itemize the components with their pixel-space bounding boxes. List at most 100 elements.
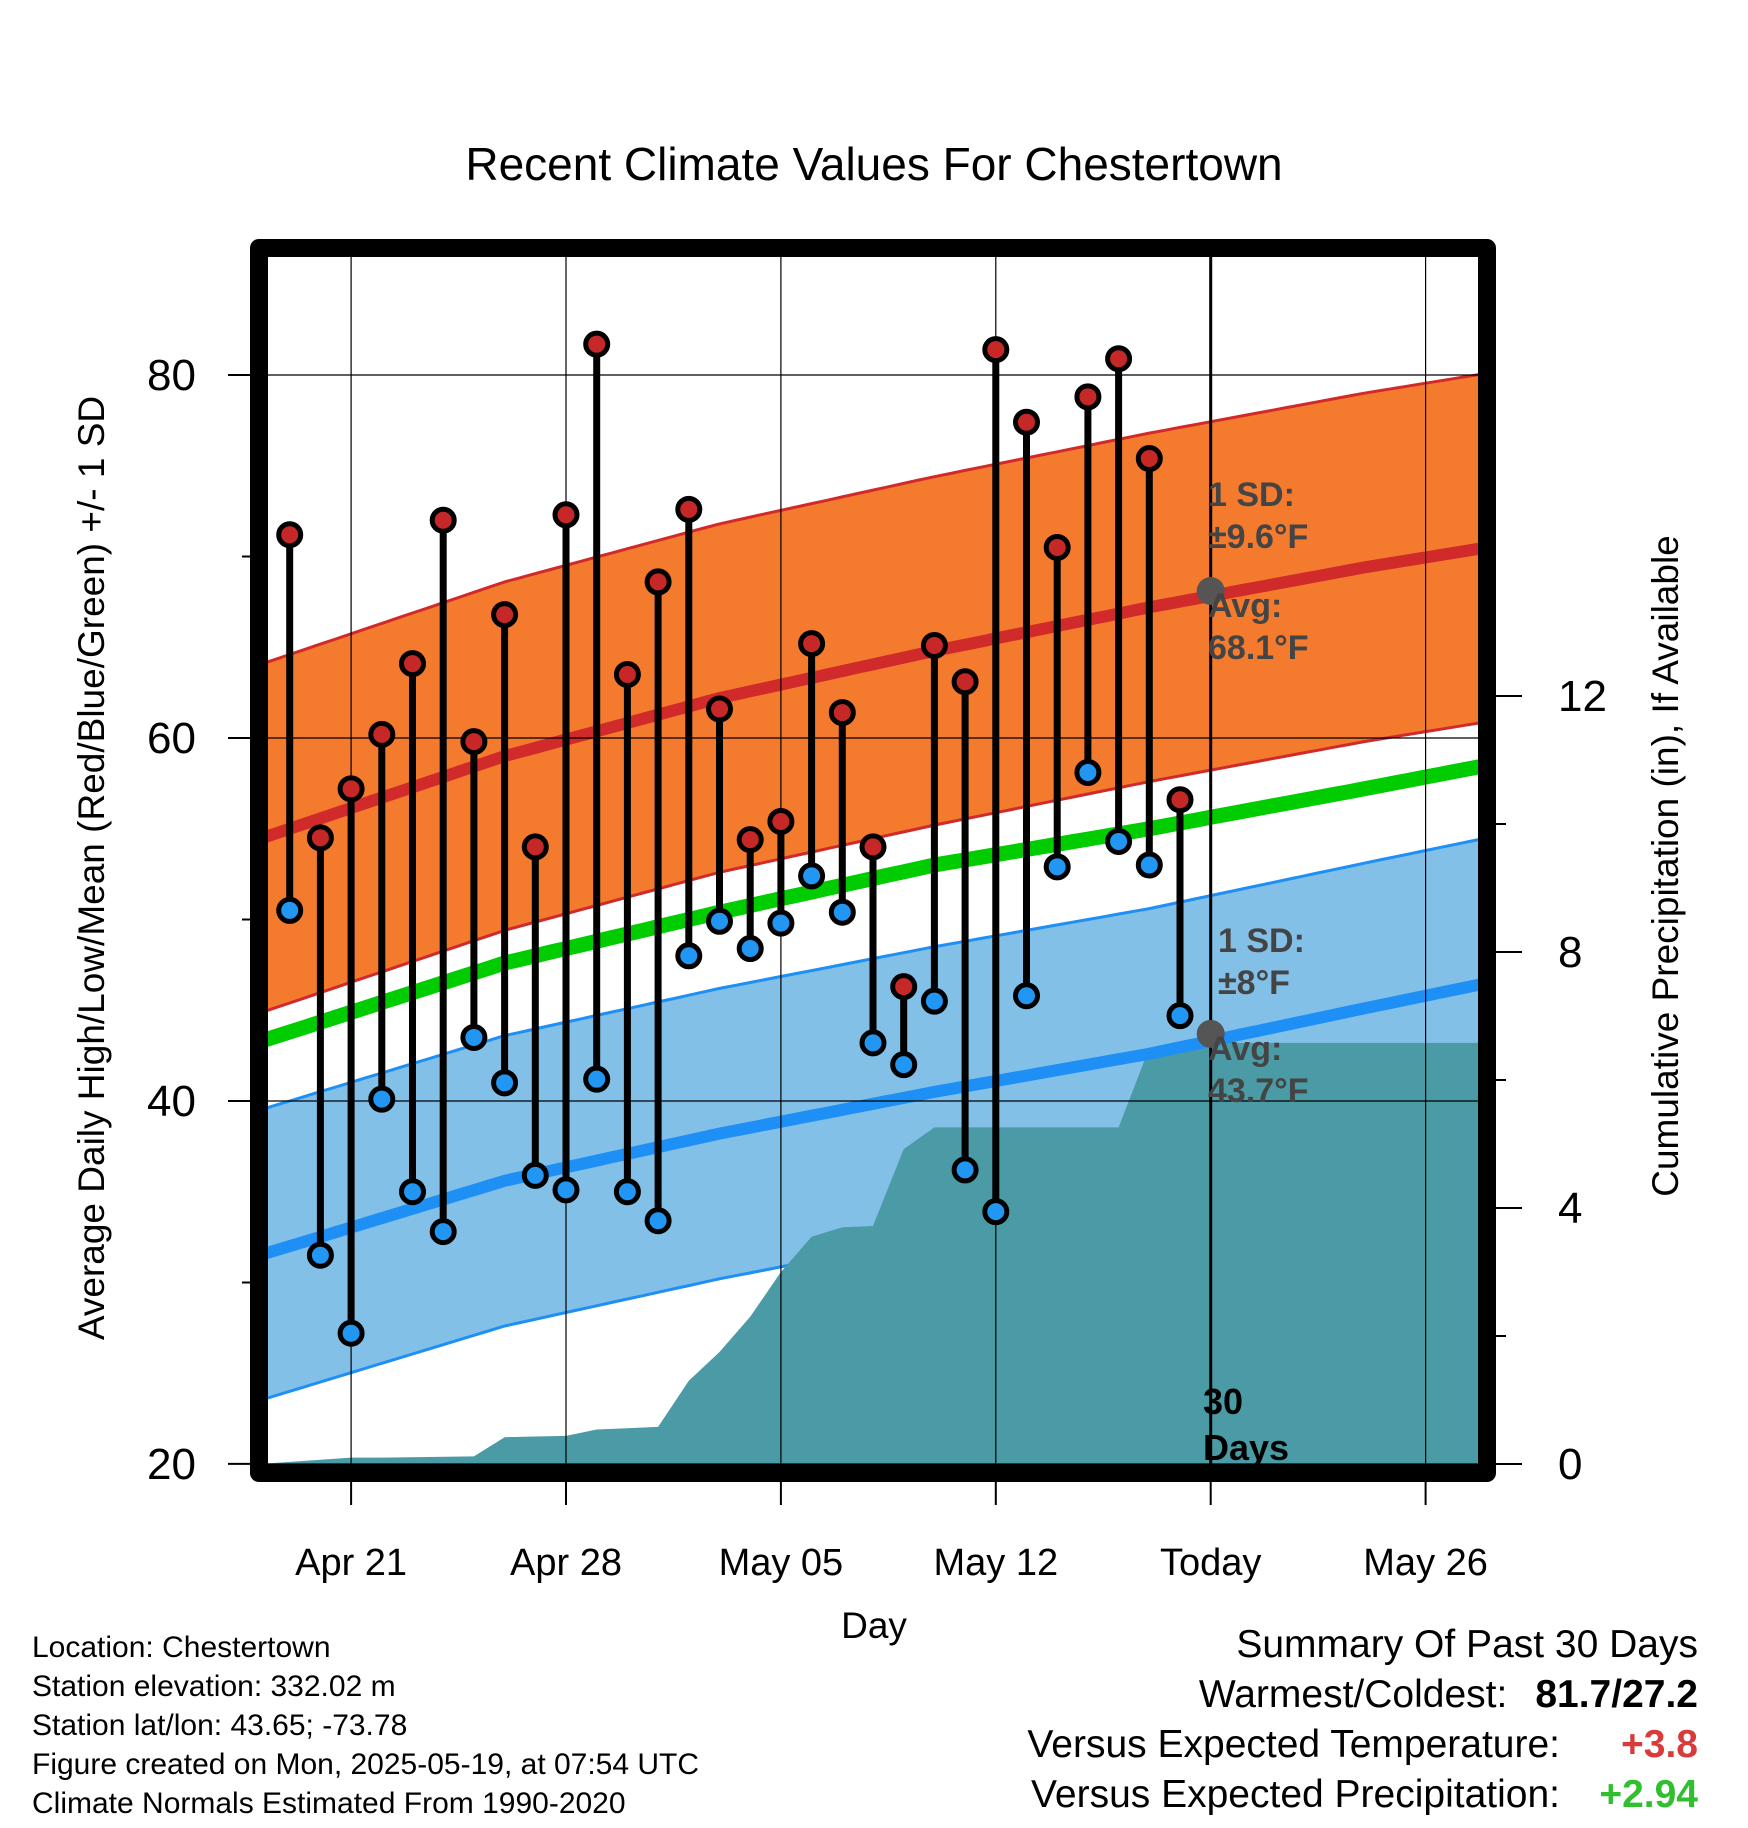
daily-low-point [552, 1176, 580, 1204]
daily-low-point [1105, 827, 1133, 855]
latlon-text: Station lat/lon: 43.65; -73.78 [32, 1709, 408, 1742]
high-band-upper-edge [259, 371, 1487, 667]
daily-low-point [521, 1161, 549, 1189]
warm-cold-value: 81.7/27.2 [1535, 1673, 1698, 1716]
x-tick-label: Apr 28 [510, 1542, 622, 1584]
daily-low-point [337, 1319, 365, 1347]
x-tick-label: Today [1160, 1542, 1261, 1584]
daily-high-point [306, 824, 334, 852]
high-normal-line [259, 541, 1487, 845]
daily-high-point [276, 521, 304, 549]
daily-low-point [613, 1178, 641, 1206]
period-label-line: 30 [1203, 1381, 1243, 1422]
daily-high-point [491, 601, 519, 629]
low-normal-line [259, 977, 1487, 1262]
daily-low-point [706, 907, 733, 935]
high-sd-label: 1 SD: [1208, 476, 1295, 514]
daily-low-point [1043, 853, 1071, 881]
y2-tick-label: 8 [1558, 928, 1582, 977]
daily-low-point [859, 1029, 887, 1057]
daily-high-point [399, 650, 426, 678]
daily-high-point [767, 807, 795, 835]
x-tick-label: May 05 [719, 1542, 844, 1584]
daily-low-point [920, 987, 948, 1015]
summary-title: Summary Of Past 30 Days [1236, 1623, 1698, 1666]
daily-high-point [460, 728, 488, 756]
daily-high-point [890, 973, 918, 1001]
daily-low-point [951, 1156, 979, 1184]
daily-high-point [1074, 383, 1102, 411]
period-label-line: Days [1203, 1427, 1289, 1468]
elevation-text: Station elevation: 332.02 m [32, 1670, 396, 1703]
daily-low-point [276, 896, 304, 924]
warm-cold-label: Warmest/Coldest: [1198, 1673, 1508, 1716]
daily-high-point [368, 720, 396, 748]
daily-high-point [1013, 408, 1040, 436]
cumulative-precip-area [259, 1042, 1487, 1465]
daily-low-point [1074, 758, 1102, 786]
created-text: Figure created on Mon, 2025-05-19, at 07… [32, 1748, 700, 1781]
daily-high-point [706, 695, 733, 723]
daily-high-point [429, 506, 457, 534]
chart-title: Recent Climate Values For Chestertown [465, 138, 1282, 190]
daily-high-point [951, 668, 979, 696]
daily-high-point [1043, 533, 1071, 561]
daily-high-point [613, 660, 641, 688]
y-axis-label: Average Daily High/Low/Mean (Red/Blue/Gr… [71, 396, 112, 1340]
station-info: Location: Chestertown Station elevation:… [32, 1628, 699, 1823]
daily-low-point [798, 862, 826, 890]
summary-panel: Summary Of Past 30 Days Warmest/Coldest:… [1027, 1620, 1698, 1820]
daily-high-point [859, 833, 887, 861]
daily-low-point [583, 1065, 611, 1093]
x-tick-label: Apr 21 [295, 1542, 407, 1584]
y-tick-label: 20 [147, 1440, 196, 1489]
daily-low-point [429, 1218, 457, 1246]
daily-high-point [982, 336, 1010, 364]
daily-low-point [1013, 982, 1040, 1010]
plot-area: 1 SD: ±9.6°F Avg: 68.1°F 1 SD: ±8°F Avg: 43.7°F… [147, 239, 1607, 1584]
high-sd-value: ±9.6°F [1208, 518, 1308, 556]
daily-low-point [368, 1085, 396, 1113]
daily-low-point [1135, 851, 1163, 879]
daily-low-point [675, 942, 703, 970]
low-avg-value: 43.7°F [1208, 1072, 1309, 1110]
y2-axis-label: Cumulative Precipitation (in), If Availa… [1645, 535, 1686, 1197]
daily-high-point [644, 568, 672, 596]
precip-anomaly-label: Versus Expected Precipitation: [1031, 1773, 1560, 1816]
y2-tick-label: 12 [1558, 672, 1607, 721]
y-tick-label: 80 [147, 351, 196, 400]
daily-low-point [306, 1241, 334, 1269]
y-tick-label: 60 [147, 714, 196, 763]
daily-low-point [767, 909, 795, 937]
daily-high-point [337, 775, 365, 803]
daily-low-point [460, 1023, 488, 1051]
low-avg-label: Avg: [1208, 1030, 1282, 1068]
daily-low-point [828, 898, 856, 926]
daily-high-point [736, 826, 764, 854]
plot-clip-group [259, 248, 1487, 1473]
daily-high-point [1135, 445, 1163, 473]
today-low-avg-marker [1196, 1019, 1225, 1048]
x-axis-label: Day [841, 1605, 907, 1646]
x-tick-label: May 26 [1363, 1542, 1488, 1584]
y-tick-label: 40 [147, 1077, 196, 1126]
x-tick-label: May 12 [933, 1542, 1058, 1584]
low-sd-value: ±8°F [1218, 964, 1290, 1002]
high-avg-value: 68.1°F [1208, 629, 1309, 667]
y2-tick-label: 4 [1558, 1184, 1582, 1233]
daily-high-point [920, 631, 948, 659]
y2-tick-label: 0 [1558, 1440, 1582, 1489]
daily-low-point [491, 1069, 519, 1097]
daily-high-point [1166, 786, 1194, 814]
daily-low-point [890, 1051, 918, 1079]
daily-high-point [552, 501, 580, 529]
low-sd-label: 1 SD: [1218, 922, 1305, 960]
daily-low-point [736, 935, 764, 963]
daily-high-point [521, 833, 549, 861]
daily-low-point [1166, 1002, 1194, 1030]
daily-high-point [583, 330, 611, 358]
normals-text: Climate Normals Estimated From 1990-2020 [32, 1787, 626, 1820]
daily-high-point [675, 495, 703, 523]
daily-low-point [644, 1207, 672, 1235]
